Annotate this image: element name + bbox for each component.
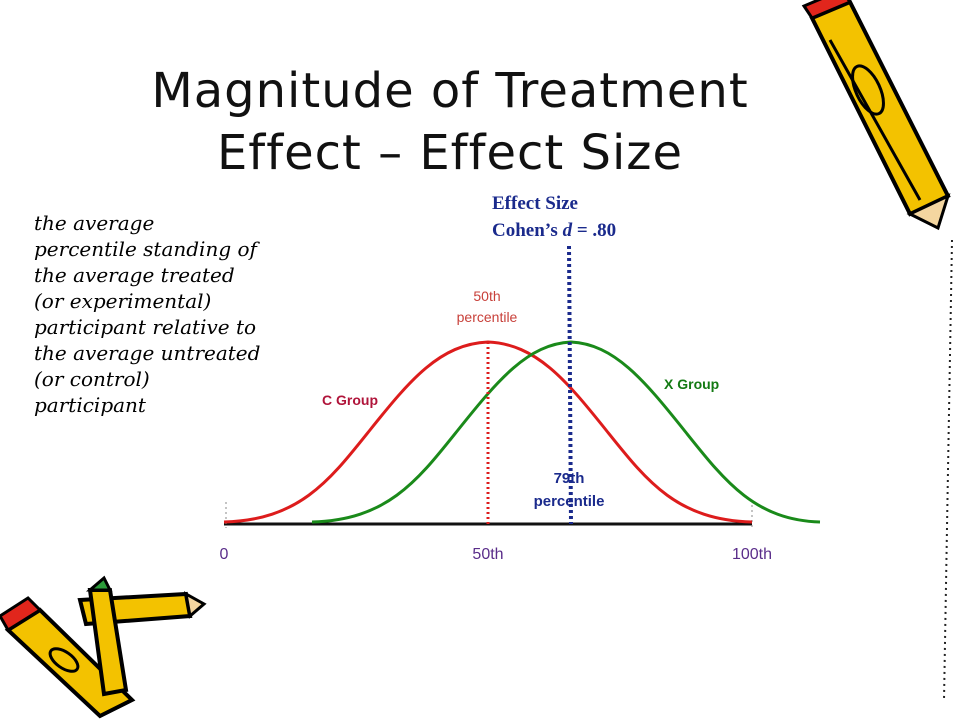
pencils-icon bbox=[0, 575, 207, 719]
definition-line: participant bbox=[34, 393, 146, 417]
slide-title: Magnitude of Treatment Effect – Effect S… bbox=[70, 60, 830, 184]
edge-guide bbox=[943, 239, 953, 701]
seventy-ninth-percentile-label: 79th bbox=[554, 470, 585, 487]
fiftieth-percentile-label: percentile bbox=[457, 309, 518, 325]
c-group-label: C Group bbox=[322, 392, 378, 408]
definition-line: participant relative to bbox=[34, 315, 257, 339]
definition-line: the average bbox=[34, 211, 155, 235]
title-line-2: Effect – Effect Size bbox=[216, 125, 684, 181]
definition-line: the average treated bbox=[34, 263, 235, 287]
fiftieth-percentile-label: 50th bbox=[473, 288, 500, 304]
definition-line: (or experimental) bbox=[34, 289, 212, 313]
x-group-label: X Group bbox=[664, 376, 719, 392]
axis-label-100th: 100th bbox=[732, 546, 772, 563]
cohens-d-text: Cohen’s d = .80 bbox=[492, 220, 617, 241]
axis-label-0: 0 bbox=[220, 546, 229, 563]
definition-line: (or control) bbox=[34, 367, 150, 391]
pencil-icon bbox=[801, 0, 951, 231]
effect-size-title: Effect Size bbox=[492, 193, 578, 214]
title-line-1: Magnitude of Treatment bbox=[151, 63, 749, 119]
effect-size-label: Effect Size Cohen’s d = .80 bbox=[492, 190, 616, 244]
effect-size-line bbox=[567, 245, 573, 525]
definition-line: percentile standing of bbox=[34, 237, 257, 261]
seventy-ninth-percentile-label: percentile bbox=[534, 493, 605, 510]
axis-label-50th: 50th bbox=[472, 546, 503, 563]
definition-text: the average percentile standing of the a… bbox=[34, 210, 294, 418]
definition-line: the average untreated bbox=[34, 341, 261, 365]
